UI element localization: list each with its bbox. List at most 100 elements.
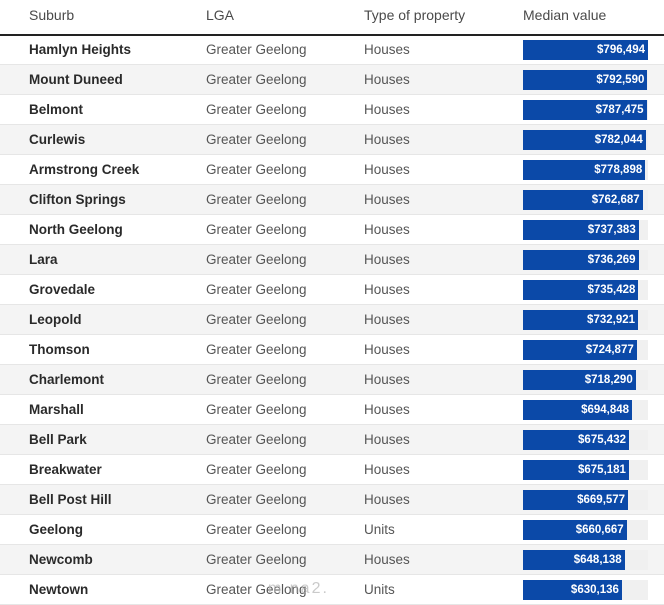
table-row[interactable]: Armstrong Creek Greater Geelong Houses $778… (0, 155, 664, 185)
table-row[interactable]: Curlewis Greater Geelong Houses $782,044 (0, 125, 664, 155)
lga-cell: Greater Geelong (206, 432, 307, 447)
suburb-cell: Newtown (29, 582, 89, 597)
median-value-bar-track: $737,383 (523, 220, 648, 240)
median-value-label: $630,136 (570, 584, 619, 596)
table-row[interactable]: Geelong Greater Geelong Units $660,667 (0, 515, 664, 545)
median-value-bar: $675,432 (523, 430, 629, 450)
suburb-cell: Lara (29, 252, 58, 267)
lga-cell: Greater Geelong (206, 372, 307, 387)
median-value-bar: $782,044 (523, 130, 646, 150)
median-value-bar: $724,877 (523, 340, 637, 360)
lga-cell: Greater Geelong (206, 522, 307, 537)
median-value-bar: $648,138 (523, 550, 625, 570)
suburb-cell: Belmont (29, 102, 83, 117)
column-header-property-type[interactable]: Type of property (364, 7, 466, 23)
suburb-cell: Grovedale (29, 282, 96, 297)
table-row[interactable]: North Geelong Greater Geelong Houses $737,3… (0, 215, 664, 245)
suburb-cell: Geelong (29, 522, 84, 537)
table-row[interactable]: Bell Park Greater Geelong Houses $675,432 (0, 425, 664, 455)
median-value-bar-track: $762,687 (523, 190, 648, 210)
table-row[interactable]: Hamlyn Heights Greater Geelong Houses $796,… (0, 35, 664, 65)
table-row[interactable]: Grovedale Greater Geelong Houses $735,428 (0, 275, 664, 305)
median-value-bar-track: $630,136 (523, 580, 648, 600)
median-value-bar: $660,667 (523, 520, 627, 540)
median-value-bar-track: $675,181 (523, 460, 648, 480)
property-type-cell: Units (364, 522, 395, 537)
property-type-cell: Houses (364, 312, 410, 327)
table-row[interactable]: Charlemont Greater Geelong Houses $718,290 (0, 365, 664, 395)
table-row[interactable]: Marshall Greater Geelong Houses $694,848 (0, 395, 664, 425)
suburb-cell: Clifton Springs (29, 192, 126, 207)
suburb-cell: Marshall (29, 402, 84, 417)
property-type-cell: Houses (364, 162, 410, 177)
median-value-label: $718,290 (584, 374, 633, 386)
property-type-cell: Houses (364, 252, 410, 267)
lga-cell: Greater Geelong (206, 342, 307, 357)
median-value-label: $648,138 (573, 554, 622, 566)
median-value-bar: $732,921 (523, 310, 639, 330)
property-type-cell: Units (364, 582, 395, 597)
median-value-label: $792,590 (596, 74, 645, 86)
median-value-label: $778,898 (594, 164, 643, 176)
median-value-label: $675,181 (577, 464, 626, 476)
column-header-suburb[interactable]: Suburb (29, 7, 75, 23)
median-value-bar: $675,181 (523, 460, 629, 480)
median-value-bar: $737,383 (523, 220, 639, 240)
median-value-bar-track: $718,290 (523, 370, 648, 390)
property-type-cell: Houses (364, 462, 410, 477)
suburb-cell: Armstrong Creek (29, 162, 140, 177)
lga-cell: Greater Geelong (206, 72, 307, 87)
table-row[interactable]: Newtown Greater Geelong Units $630,136 (0, 575, 664, 605)
median-value-bar-track: $660,667 (523, 520, 648, 540)
median-value-label: $782,044 (594, 134, 643, 146)
median-value-bar: $669,577 (523, 490, 629, 510)
median-value-label: $737,383 (587, 224, 636, 236)
median-value-bar-track: $648,138 (523, 550, 648, 570)
table-row[interactable]: Bell Post Hill Greater Geelong Houses $669,… (0, 485, 664, 515)
median-value-bar: $792,590 (523, 70, 648, 90)
property-type-cell: Houses (364, 432, 410, 447)
median-value-label: $796,494 (597, 44, 645, 56)
median-value-bar-track: $796,494 (523, 40, 648, 60)
median-value-bar: $736,269 (523, 250, 639, 270)
property-type-cell: Houses (364, 222, 410, 237)
median-value-bar-track: $694,848 (523, 400, 648, 420)
table-row[interactable]: Clifton Springs Greater Geelong Houses $762… (0, 185, 664, 215)
table-row[interactable]: Breakwater Greater Geelong Houses $675,181 (0, 455, 664, 485)
property-type-cell: Houses (364, 42, 410, 57)
median-value-bar: $796,494 (523, 40, 648, 60)
median-value-label: $675,432 (578, 434, 626, 446)
median-value-label: $669,577 (577, 494, 626, 506)
table-header: Suburb LGA Type of property Median value (0, 0, 664, 36)
table-row[interactable]: Lara Greater Geelong Houses $736,269 (0, 245, 664, 275)
lga-cell: Greater Geelong (206, 222, 307, 237)
property-type-cell: Houses (364, 342, 410, 357)
lga-cell: Greater Geelong (206, 492, 307, 507)
property-type-cell: Houses (364, 402, 410, 417)
lga-cell: Greater Geelong (206, 192, 307, 207)
median-value-bar-track: $787,475 (523, 100, 648, 120)
lga-cell: Greater Geelong (206, 312, 307, 327)
lga-cell: Greater Geelong (206, 102, 307, 117)
suburb-cell: Leopold (29, 312, 82, 327)
median-value-bar: $778,898 (523, 160, 646, 180)
column-header-median-value[interactable]: Median value (523, 7, 607, 23)
table-row[interactable]: Mount Duneed Greater Geelong Houses $792,59… (0, 65, 664, 95)
median-value-bar-track: $792,590 (523, 70, 648, 90)
suburb-cell: Bell Post Hill (29, 492, 112, 507)
lga-cell: Greater Geelong (206, 582, 307, 597)
table-row[interactable]: Newcomb Greater Geelong Houses $648,138 (0, 545, 664, 575)
column-header-lga[interactable]: LGA (206, 7, 235, 23)
property-type-cell: Houses (364, 102, 410, 117)
property-type-cell: Houses (364, 282, 410, 297)
suburb-cell: Mount Duneed (29, 72, 123, 87)
median-value-bar-track: $782,044 (523, 130, 648, 150)
table-row[interactable]: Thomson Greater Geelong Houses $724,877 (0, 335, 664, 365)
watermark: m na2. (268, 580, 329, 597)
lga-cell: Greater Geelong (206, 552, 307, 567)
lga-cell: Greater Geelong (206, 462, 307, 477)
lga-cell: Greater Geelong (206, 162, 307, 177)
property-type-cell: Houses (364, 72, 410, 87)
table-row[interactable]: Leopold Greater Geelong Houses $732,921 (0, 305, 664, 335)
table-row[interactable]: Belmont Greater Geelong Houses $787,475 (0, 95, 664, 125)
